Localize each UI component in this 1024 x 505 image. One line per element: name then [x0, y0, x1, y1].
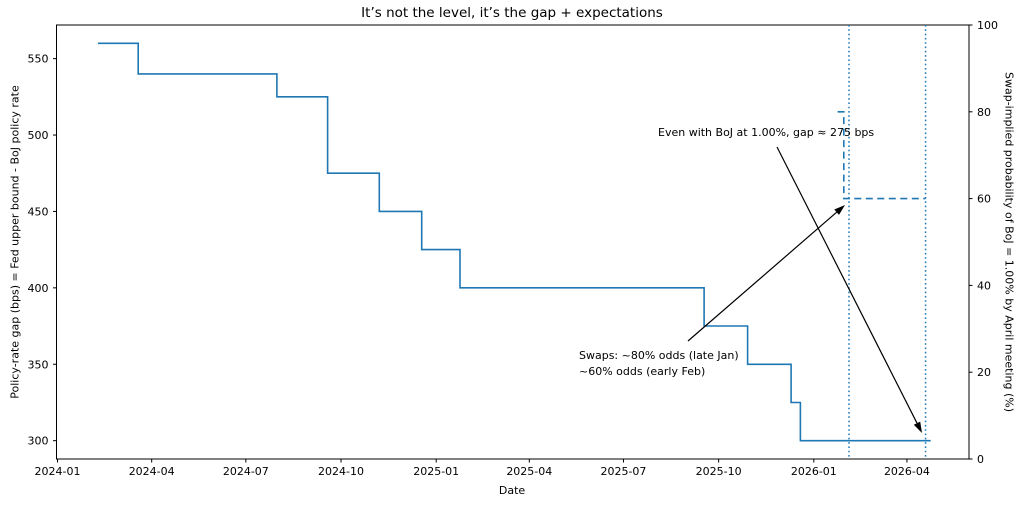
y-tick-label-right: 80 — [977, 106, 991, 119]
y-tick-label-right: 40 — [977, 279, 991, 292]
annotation-gap-note: Even with BoJ at 1.00%, gap ≈ 275 bps — [658, 126, 875, 139]
y-tick-label-left: 450 — [28, 205, 49, 218]
annotation-arrowhead-gap-note — [913, 421, 922, 433]
x-axis-label: Date — [498, 484, 526, 497]
x-tick-label: 2025-10 — [696, 465, 742, 478]
y-axis-label-right: Swap-implied probability of BoJ = 1.00% … — [1002, 72, 1016, 412]
y-tick-label-left: 500 — [28, 129, 49, 142]
y-tick-label-left: 300 — [28, 435, 49, 448]
x-tick-label: 2024-07 — [223, 465, 269, 478]
annotation-arrow-gap-note — [776, 146, 918, 424]
y-tick-label-left: 350 — [28, 358, 49, 371]
x-tick-label: 2026-01 — [791, 465, 837, 478]
axes-spine-box — [56, 24, 970, 460]
annotation-arrow-swaps-note — [687, 211, 838, 342]
x-tick-label: 2025-04 — [506, 465, 552, 478]
x-tick-label: 2026-04 — [884, 465, 930, 478]
x-tick-label: 2024-10 — [318, 465, 364, 478]
policy-rate-gap-bps-line — [97, 42, 931, 442]
y-tick-label-left: 550 — [28, 53, 49, 66]
chart-title: It’s not the level, it’s the gap + expec… — [361, 5, 663, 21]
y-axis-label-left: Policy-rate gap (bps) = Fed upper bound … — [8, 85, 22, 399]
x-tick-label: 2025-07 — [600, 465, 646, 478]
y-tick-label-right: 100 — [977, 19, 998, 32]
x-tick-label: 2025-01 — [413, 465, 459, 478]
annotation-arrowhead-swaps-note — [834, 205, 845, 215]
swap-implied-probability-pct-line — [837, 111, 926, 200]
y-tick-label-right: 20 — [977, 366, 991, 379]
x-tick-label: 2024-01 — [35, 465, 81, 478]
y-tick-label-left: 400 — [28, 282, 49, 295]
x-tick-label: 2024-04 — [129, 465, 175, 478]
y-tick-label-right: 60 — [977, 193, 991, 206]
annotation-swaps-note: Swaps: ~80% odds (late Jan) ~60% odds (e… — [579, 349, 739, 378]
y-tick-label-right: 0 — [977, 453, 984, 466]
